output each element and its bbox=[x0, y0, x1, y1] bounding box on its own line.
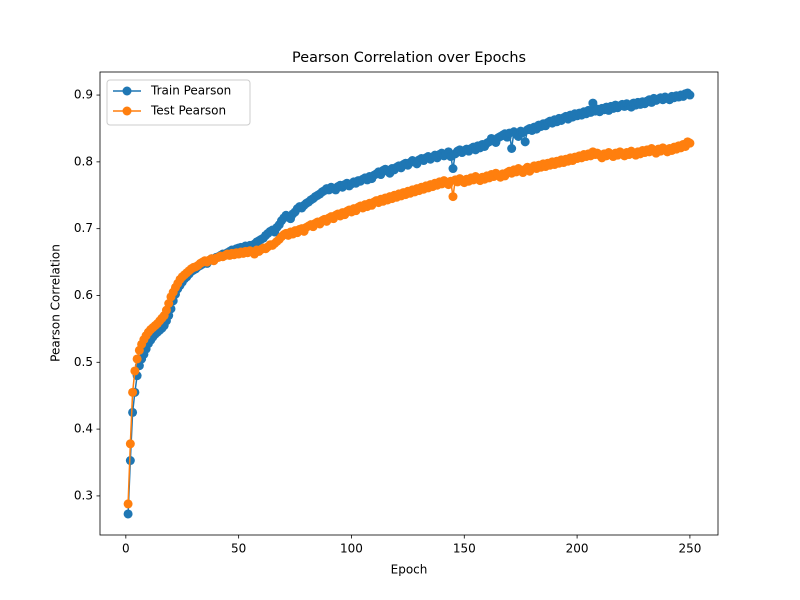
point bbox=[128, 387, 138, 397]
x-tick-label: 100 bbox=[340, 542, 363, 556]
legend-box bbox=[106, 79, 251, 126]
point bbox=[685, 90, 695, 100]
point bbox=[448, 192, 458, 202]
y-tick-label: 0.6 bbox=[74, 288, 93, 302]
y-axis-label: Pearson Correlation bbox=[49, 244, 63, 362]
x-tick-label: 50 bbox=[231, 542, 246, 556]
y-tick-label: 0.3 bbox=[74, 488, 93, 502]
point bbox=[128, 407, 138, 417]
point bbox=[507, 143, 517, 153]
point bbox=[130, 366, 140, 376]
x-tick-label: 0 bbox=[122, 542, 130, 556]
x-axis-label: Epoch bbox=[391, 563, 428, 577]
x-tick-label: 150 bbox=[453, 542, 476, 556]
y-tick-label: 0.5 bbox=[74, 355, 93, 369]
legend-label: Test Pearson bbox=[150, 104, 226, 118]
legend-label: Train Pearson bbox=[150, 84, 231, 98]
y-tick-label: 0.8 bbox=[74, 154, 93, 168]
y-tick-label: 0.9 bbox=[74, 88, 93, 102]
point bbox=[520, 137, 530, 147]
point bbox=[125, 439, 135, 449]
y-tick-label: 0.7 bbox=[74, 221, 93, 235]
point bbox=[123, 509, 133, 519]
legend-marker bbox=[122, 86, 132, 96]
y-tick-label: 0.4 bbox=[74, 422, 93, 436]
legend-marker bbox=[122, 106, 132, 116]
chart-title: Pearson Correlation over Epochs bbox=[292, 50, 526, 66]
legend: Train Pearson Test Pearson bbox=[106, 79, 251, 126]
plot-frame bbox=[99, 71, 719, 536]
point bbox=[685, 138, 695, 148]
point bbox=[448, 164, 458, 174]
x-tick-label: 250 bbox=[678, 542, 701, 556]
x-tick-label: 200 bbox=[566, 542, 589, 556]
point bbox=[132, 354, 142, 364]
point bbox=[123, 499, 133, 509]
